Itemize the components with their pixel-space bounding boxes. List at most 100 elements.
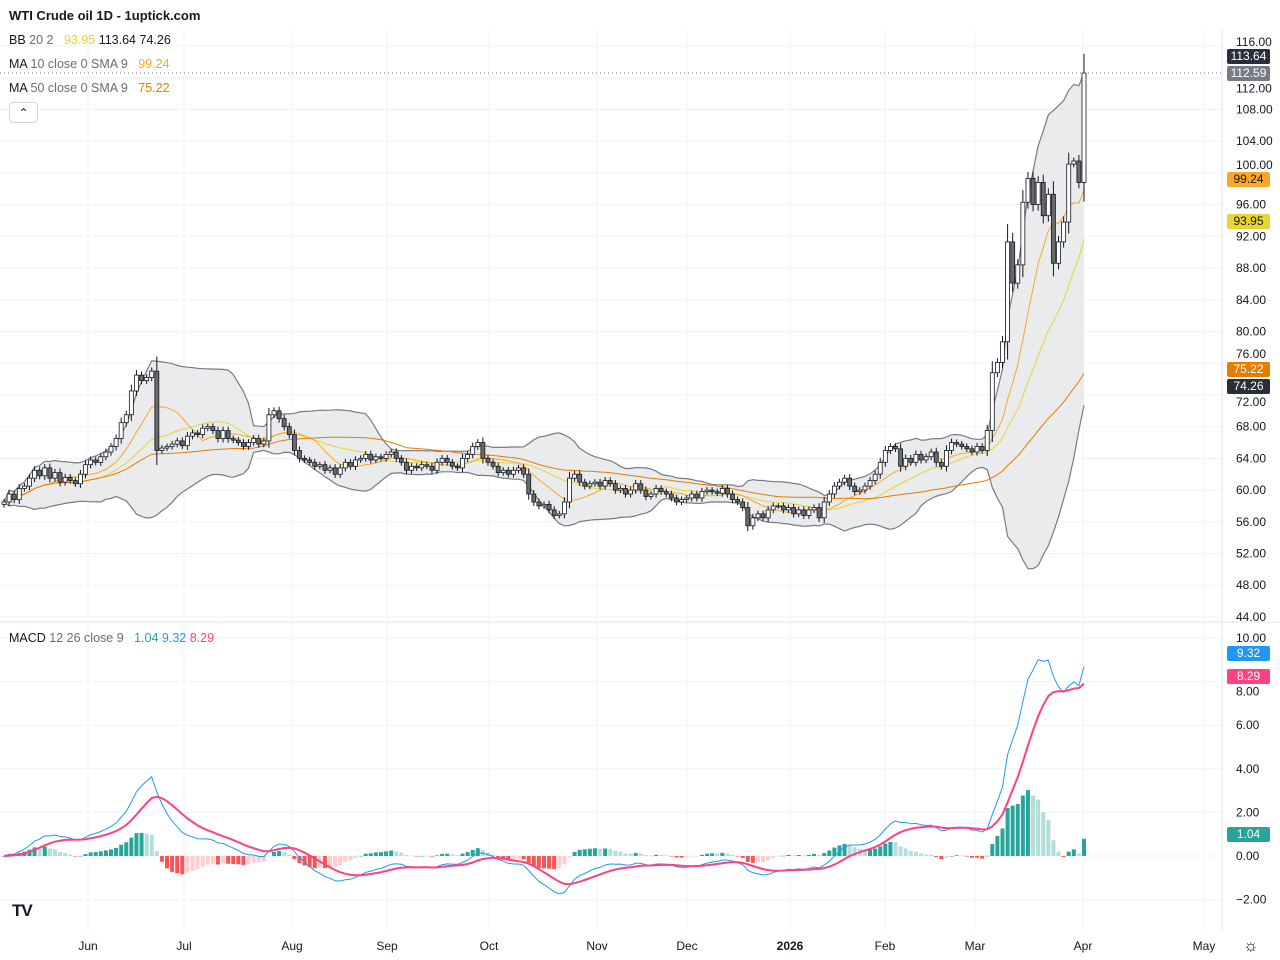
macd-histogram-bar (868, 849, 873, 856)
candle-body (11, 493, 17, 500)
candle-body (88, 459, 94, 466)
macd-histogram-bar (215, 856, 220, 865)
ma50-line (3, 373, 1085, 503)
macd-histogram-bar (83, 854, 88, 856)
candle-body (205, 426, 211, 429)
candle-body (184, 435, 190, 447)
candle-body (908, 457, 914, 463)
macd-histogram-bar (1046, 819, 1051, 856)
macd-histogram-bar (511, 856, 516, 860)
tradingview-logo[interactable]: TV (12, 901, 33, 920)
candle-body (592, 481, 598, 485)
candle-body (475, 442, 481, 447)
price-axis-tick: 68.00 (1236, 420, 1266, 434)
macd-histogram-bar (669, 856, 674, 857)
candle-body (689, 493, 695, 499)
candle-body (495, 465, 501, 474)
candle-body (93, 459, 99, 463)
macd-histogram-bar (292, 856, 297, 860)
candle-body (837, 481, 842, 487)
macd-histogram-bar (119, 844, 124, 856)
macd-histogram-bar (969, 856, 974, 858)
candle-body (67, 476, 73, 481)
macd-histogram-bar (944, 856, 949, 859)
candle-body (246, 442, 251, 447)
price-axis-tick: 72.00 (1236, 395, 1266, 409)
macd-axis-tick: 0.00 (1236, 849, 1260, 863)
macd-histogram-bar (297, 856, 302, 864)
macd-histogram-bar (52, 849, 57, 856)
legend-ma10[interactable]: MA 10 close 0 SMA 9 99.24 (9, 57, 170, 71)
candle-body (169, 443, 175, 447)
price-axis-tick: 116.00 (1236, 35, 1272, 49)
candle-body (516, 467, 521, 471)
macd-line-value: 9.32 (161, 631, 187, 645)
candle-body (32, 469, 37, 479)
candle-body (882, 450, 888, 463)
macd-histogram-bar (246, 856, 251, 865)
macd-histogram-bar (908, 850, 913, 856)
macd-histogram-bar (251, 856, 256, 863)
macd-histogram-bar (429, 856, 434, 857)
bollinger-basis-line (3, 238, 1085, 511)
settings-sun-icon[interactable]: ☼ (1243, 936, 1259, 955)
macd-histogram-bar (684, 856, 689, 858)
candle-body (6, 493, 12, 503)
macd-histogram-bar (776, 856, 781, 857)
candle-body (577, 473, 583, 483)
candle-body (419, 464, 425, 469)
macd-histogram-bar (648, 855, 653, 857)
candle-body (460, 457, 465, 469)
macd-histogram-bar (460, 853, 465, 856)
macd-histogram-bar (761, 856, 766, 863)
bb-basis-tag: 93.95 (1227, 214, 1270, 229)
candle-body (806, 509, 812, 516)
collapse-legend-button[interactable]: ⌃ (9, 102, 38, 123)
macd-histogram-bar (883, 843, 888, 856)
candle-body (587, 483, 593, 487)
macd-histogram-bar (475, 848, 480, 856)
macd-histogram-bar (536, 856, 541, 869)
candle-body (648, 493, 654, 497)
macd-histogram-bar (842, 843, 847, 856)
macd-histogram-bar (664, 855, 669, 856)
macd-histogram-bar (745, 856, 750, 863)
macd-histogram-bar (740, 856, 745, 858)
bollinger-upper-line (3, 72, 1085, 503)
candle-body (674, 497, 679, 503)
candle-body (190, 432, 195, 437)
candle-body (801, 509, 807, 516)
candle-body (781, 505, 786, 511)
macd-histogram-bar (827, 850, 832, 856)
candle-body (791, 507, 797, 515)
legend-ma50[interactable]: MA 50 close 0 SMA 9 75.22 (9, 81, 170, 95)
candle-body (108, 446, 114, 453)
candle-body (628, 489, 634, 495)
legend-macd[interactable]: MACD 12 26 close 9 1.04 9.32 8.29 (9, 631, 214, 645)
macd-histogram-bar (720, 852, 725, 856)
macd-histogram-bar (409, 855, 414, 857)
macd-histogram-bar (1010, 805, 1015, 856)
candle-body (368, 453, 374, 461)
macd-histogram-bar (878, 846, 883, 856)
candle-body (679, 499, 684, 503)
macd-histogram-bar (613, 850, 618, 856)
candle-body (984, 430, 990, 451)
candle-body (699, 491, 705, 499)
candle-body (235, 439, 241, 443)
candle-body (994, 362, 1000, 374)
macd-histogram-bar (363, 853, 368, 856)
candle-body (164, 446, 170, 449)
macd-histogram-bar (812, 853, 816, 856)
macd-histogram-bar (149, 834, 154, 856)
candle-body (857, 489, 863, 493)
macd-histogram-bar (78, 855, 83, 857)
macd-histogram-bar (628, 853, 633, 856)
macd-histogram-bar (598, 848, 603, 856)
legend-bb[interactable]: BB 20 2 93.95 113.64 74.26 (9, 33, 171, 47)
candle-body (128, 390, 134, 416)
macd-histogram-bar (521, 856, 526, 860)
macd-histogram-bar (654, 854, 659, 856)
price-axis-tick: 64.00 (1236, 451, 1266, 465)
